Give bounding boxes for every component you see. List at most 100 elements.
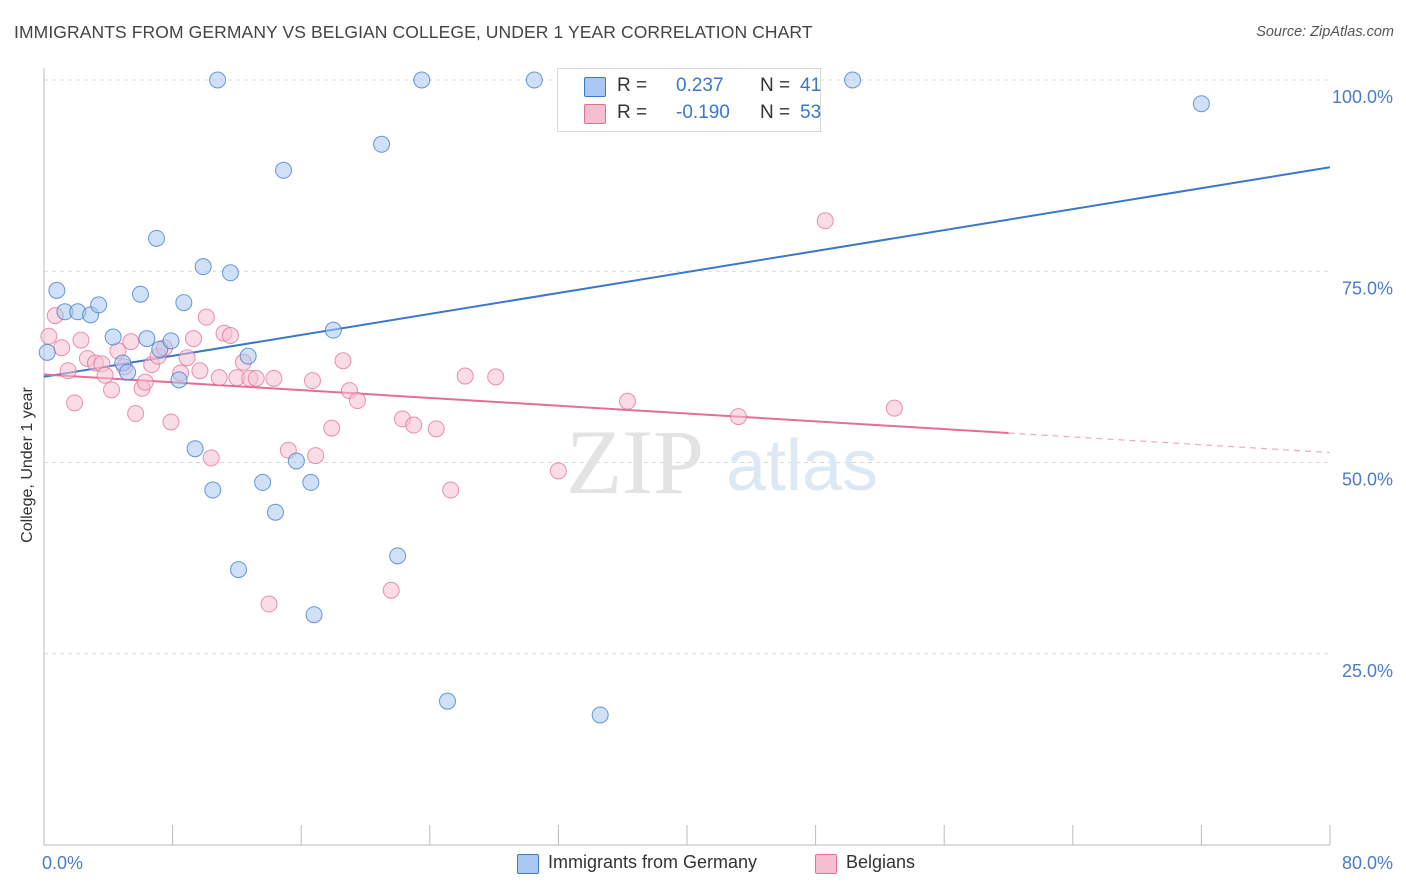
y-tick-label: 75.0% — [1342, 278, 1393, 298]
belgians-point — [265, 369, 283, 387]
germany-point — [373, 135, 391, 153]
belgians-point — [59, 362, 77, 380]
germany-point — [305, 606, 323, 624]
legend-n-label: N = — [760, 75, 791, 96]
belgians-point — [162, 413, 180, 431]
tick-labels: 25.0% 50.0% 75.0% 100.0% 0.0% 80.0% — [42, 87, 1393, 873]
germany-point — [275, 161, 293, 179]
belgians-point — [442, 481, 460, 499]
watermark-zip: ZIP — [566, 411, 704, 513]
legend-r-value: 0.237 — [676, 75, 724, 96]
legend-r-label: R = — [617, 102, 648, 123]
correlation-legend: R = 0.237 N = 41 R = -0.190 N = 53 — [557, 68, 821, 132]
belgians-trend-line — [43, 373, 1009, 435]
germany-point — [266, 503, 284, 521]
belgians-point — [334, 352, 352, 370]
germany-point — [131, 285, 149, 303]
belgians-point — [456, 367, 474, 385]
germany-point — [591, 706, 609, 724]
belgians-point — [122, 333, 140, 351]
legend-n-value: 41 — [800, 75, 822, 96]
germany-point — [209, 71, 227, 89]
belgians-point — [178, 349, 196, 367]
belgians-point — [197, 308, 215, 326]
belgians-point — [323, 419, 341, 437]
y-axis-title: College, Under 1 year — [19, 387, 36, 543]
y-tick-label: 100.0% — [1332, 87, 1393, 107]
watermark: ZIP atlas — [566, 411, 878, 513]
germany-point — [389, 547, 407, 565]
legend-swatch-belgians — [584, 104, 606, 124]
belgians-point — [405, 416, 423, 434]
legend-swatch-germany — [584, 77, 606, 97]
belgians-point — [619, 392, 637, 410]
trend-lines — [43, 166, 1331, 454]
germany-point — [438, 692, 456, 710]
belgians-point — [260, 595, 278, 613]
germany-point — [230, 561, 248, 579]
germany-point — [104, 328, 122, 346]
belgians-point — [487, 368, 505, 386]
germany-point — [204, 481, 222, 499]
germany-point — [287, 452, 305, 470]
belgians-point — [307, 447, 325, 465]
belgians-point — [221, 327, 239, 345]
germany-point — [302, 473, 320, 491]
bottom-legend-label-germany: Immigrants from Germany — [548, 852, 758, 872]
belgians-trend-line-dashed — [1008, 432, 1331, 454]
belgians-point — [66, 394, 84, 412]
bottom-legend-swatch-germany — [517, 854, 539, 874]
belgians-point — [885, 399, 903, 417]
legend-n-value: 53 — [800, 102, 822, 123]
germany-point — [170, 371, 188, 389]
legend-r-label: R = — [617, 75, 648, 96]
germany-point — [138, 330, 156, 348]
belgians-point — [382, 581, 400, 599]
germany-point — [844, 71, 862, 89]
belgians-point — [247, 369, 265, 387]
belgians-point — [96, 366, 114, 384]
belgians-point — [427, 420, 445, 438]
belgians-point — [136, 373, 154, 391]
germany-point — [175, 294, 193, 312]
belgians-point — [127, 405, 145, 423]
axes — [43, 68, 1331, 846]
germany-trend-line — [43, 166, 1331, 378]
source-label: Source: ZipAtlas.com — [1256, 24, 1394, 40]
belgians-point — [348, 392, 366, 410]
bottom-legend-label-belgians: Belgians — [846, 852, 916, 872]
germany-point — [148, 229, 166, 247]
legend-n-label: N = — [760, 102, 791, 123]
x-tick-label: 0.0% — [42, 853, 83, 873]
belgians-point — [202, 449, 220, 467]
y-tick-label: 50.0% — [1342, 470, 1393, 490]
germany-point — [186, 440, 204, 458]
germany-point — [119, 363, 137, 381]
germany-point — [525, 71, 543, 89]
germany-point — [239, 347, 257, 365]
belgians-point — [184, 330, 202, 348]
belgians-point — [103, 381, 121, 399]
germany-point — [48, 281, 66, 299]
belgians-point — [72, 331, 90, 349]
belgians-point — [729, 408, 747, 426]
chart-title: IMMIGRANTS FROM GERMANY VS BELGIAN COLLE… — [14, 22, 813, 42]
germany-point — [90, 296, 108, 314]
belgians-point — [816, 212, 834, 230]
belgians-point — [549, 462, 567, 480]
germany-point — [221, 264, 239, 282]
belgians-point — [40, 327, 58, 345]
germany-point — [413, 71, 431, 89]
germany-point — [254, 473, 272, 491]
bottom-legend-swatch-belgians — [815, 854, 837, 874]
x-tick-label: 80.0% — [1342, 853, 1393, 873]
belgians-point — [303, 372, 321, 390]
germany-point — [38, 343, 56, 361]
germany-point — [194, 258, 212, 276]
germany-point — [1192, 95, 1210, 113]
germany-point — [162, 332, 180, 350]
data-points — [38, 71, 1210, 724]
belgians-point — [210, 369, 228, 387]
y-tick-label: 25.0% — [1342, 661, 1393, 681]
